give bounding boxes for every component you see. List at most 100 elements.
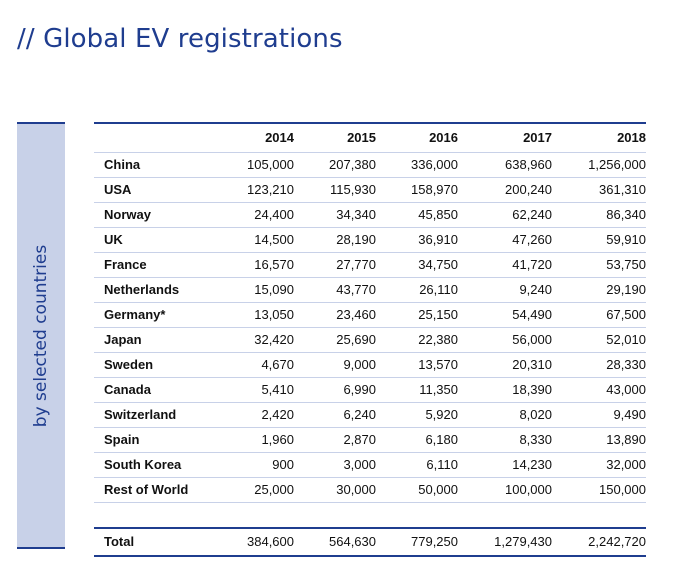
registration-count: 34,340 bbox=[294, 202, 376, 228]
country-name: UK bbox=[94, 227, 214, 253]
table-row: Norway 24,400 34,340 45,850 62,240 86,340 bbox=[94, 202, 646, 228]
table-row: France 16,570 27,770 34,750 41,720 53,750 bbox=[94, 252, 646, 278]
registration-count: 32,000 bbox=[552, 452, 646, 478]
total-cell: 564,630 bbox=[294, 527, 376, 557]
year-header: 2018 bbox=[552, 122, 646, 153]
registration-count: 45,850 bbox=[376, 202, 458, 228]
spacer-row bbox=[94, 503, 646, 529]
registration-count: 9,000 bbox=[294, 352, 376, 378]
corner-cell bbox=[94, 122, 214, 153]
registration-count: 105,000 bbox=[214, 152, 294, 178]
side-label: by selected countries bbox=[31, 244, 51, 427]
registration-count: 34,750 bbox=[376, 252, 458, 278]
registration-count: 361,310 bbox=[552, 177, 646, 203]
year-header: 2014 bbox=[214, 122, 294, 153]
table-row: Germany* 13,050 23,460 25,150 54,490 67,500 bbox=[94, 302, 646, 328]
table-row: UK 14,500 28,190 36,910 47,260 59,910 bbox=[94, 227, 646, 253]
registration-count: 8,330 bbox=[458, 427, 552, 453]
registration-count: 638,960 bbox=[458, 152, 552, 178]
table-row: Japan 32,420 25,690 22,380 56,000 52,010 bbox=[94, 327, 646, 353]
page-title: // Global EV registrations bbox=[17, 24, 343, 54]
registration-count: 25,690 bbox=[294, 327, 376, 353]
registration-count: 36,910 bbox=[376, 227, 458, 253]
registration-count: 25,150 bbox=[376, 302, 458, 328]
table-row: Netherlands 15,090 43,770 26,110 9,240 29,190 bbox=[94, 277, 646, 303]
registration-count: 54,490 bbox=[458, 302, 552, 328]
country-name: Rest of World bbox=[94, 477, 214, 503]
registration-count: 22,380 bbox=[376, 327, 458, 353]
table-row: China 105,000 207,380 336,000 638,960 1,256,0… bbox=[94, 152, 646, 178]
registration-count: 86,340 bbox=[552, 202, 646, 228]
country-name: China bbox=[94, 152, 214, 178]
registration-count: 62,240 bbox=[458, 202, 552, 228]
table-row: Spain 1,960 2,870 6,180 8,330 13,890 bbox=[94, 427, 646, 453]
registration-count: 5,410 bbox=[214, 377, 294, 403]
registration-count: 53,750 bbox=[552, 252, 646, 278]
country-name: Sweden bbox=[94, 352, 214, 378]
total-cell: 384,600 bbox=[214, 527, 294, 557]
registration-count: 2,870 bbox=[294, 427, 376, 453]
registration-count: 15,090 bbox=[214, 277, 294, 303]
ev-registrations-table: 2014 2015 2016 2017 2018 China 105,000 207… bbox=[94, 122, 646, 557]
table-row: Rest of World 25,000 30,000 50,000 100,000 15… bbox=[94, 477, 646, 503]
registration-count: 20,310 bbox=[458, 352, 552, 378]
registration-count: 24,400 bbox=[214, 202, 294, 228]
country-name: Germany* bbox=[94, 302, 214, 328]
registration-count: 5,920 bbox=[376, 402, 458, 428]
registration-count: 27,770 bbox=[294, 252, 376, 278]
year-header: 2017 bbox=[458, 122, 552, 153]
registration-count: 6,110 bbox=[376, 452, 458, 478]
registration-count: 100,000 bbox=[458, 477, 552, 503]
registration-count: 26,110 bbox=[376, 277, 458, 303]
total-row: Total 384,600 564,630 779,250 1,279,430 … bbox=[94, 527, 646, 557]
country-name: USA bbox=[94, 177, 214, 203]
registration-count: 43,770 bbox=[294, 277, 376, 303]
registration-count: 16,570 bbox=[214, 252, 294, 278]
registration-count: 28,190 bbox=[294, 227, 376, 253]
registration-count: 11,350 bbox=[376, 377, 458, 403]
registration-count: 13,050 bbox=[214, 302, 294, 328]
total-cell: 1,279,430 bbox=[458, 527, 552, 557]
country-name: Switzerland bbox=[94, 402, 214, 428]
registration-count: 6,240 bbox=[294, 402, 376, 428]
table-row: South Korea 900 3,000 6,110 14,230 32,000 bbox=[94, 452, 646, 478]
registration-count: 52,010 bbox=[552, 327, 646, 353]
total-cell: 779,250 bbox=[376, 527, 458, 557]
country-name: Norway bbox=[94, 202, 214, 228]
registration-count: 3,000 bbox=[294, 452, 376, 478]
registration-count: 115,930 bbox=[294, 177, 376, 203]
registration-count: 25,000 bbox=[214, 477, 294, 503]
registration-count: 336,000 bbox=[376, 152, 458, 178]
registration-count: 47,260 bbox=[458, 227, 552, 253]
registration-count: 200,240 bbox=[458, 177, 552, 203]
country-name: Netherlands bbox=[94, 277, 214, 303]
registration-count: 32,420 bbox=[214, 327, 294, 353]
registration-count: 67,500 bbox=[552, 302, 646, 328]
registration-count: 59,910 bbox=[552, 227, 646, 253]
table-row: Sweden 4,670 9,000 13,570 20,310 28,330 bbox=[94, 352, 646, 378]
header-row: 2014 2015 2016 2017 2018 bbox=[94, 122, 646, 153]
registration-count: 43,000 bbox=[552, 377, 646, 403]
registration-count: 9,490 bbox=[552, 402, 646, 428]
registration-count: 41,720 bbox=[458, 252, 552, 278]
registration-count: 2,420 bbox=[214, 402, 294, 428]
registration-count: 8,020 bbox=[458, 402, 552, 428]
registration-count: 4,670 bbox=[214, 352, 294, 378]
registration-count: 150,000 bbox=[552, 477, 646, 503]
registration-count: 13,570 bbox=[376, 352, 458, 378]
spacer-cell bbox=[94, 503, 646, 529]
registration-count: 207,380 bbox=[294, 152, 376, 178]
registration-count: 158,970 bbox=[376, 177, 458, 203]
registration-count: 50,000 bbox=[376, 477, 458, 503]
registration-count: 18,390 bbox=[458, 377, 552, 403]
year-header: 2015 bbox=[294, 122, 376, 153]
registration-count: 29,190 bbox=[552, 277, 646, 303]
registration-count: 23,460 bbox=[294, 302, 376, 328]
registration-count: 123,210 bbox=[214, 177, 294, 203]
registration-count: 28,330 bbox=[552, 352, 646, 378]
country-name: Spain bbox=[94, 427, 214, 453]
registration-count: 14,500 bbox=[214, 227, 294, 253]
year-header: 2016 bbox=[376, 122, 458, 153]
total-cell: 2,242,720 bbox=[552, 527, 646, 557]
registration-count: 56,000 bbox=[458, 327, 552, 353]
